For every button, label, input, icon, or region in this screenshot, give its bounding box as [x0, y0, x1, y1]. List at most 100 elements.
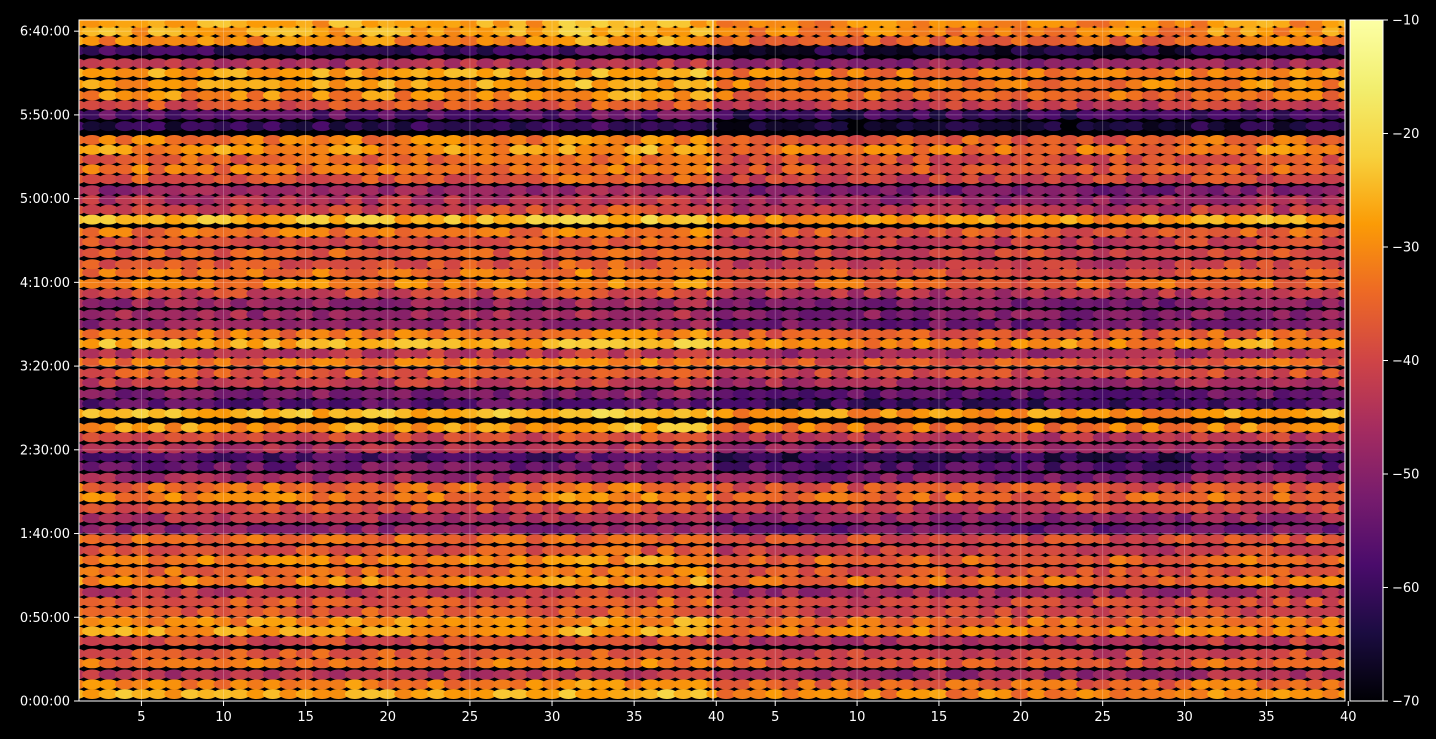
heatmap-cell — [847, 596, 868, 607]
heatmap-cell — [591, 227, 612, 238]
heatmap-cell — [912, 451, 933, 462]
heatmap-cell — [716, 236, 737, 247]
heatmap-cell — [164, 576, 185, 586]
heatmap-cell — [912, 408, 933, 419]
heatmap-cell — [574, 566, 595, 577]
heatmap-cell — [978, 626, 999, 637]
heatmap-cell — [1223, 377, 1244, 388]
heatmap-cell — [706, 100, 713, 110]
heatmap-cell — [624, 689, 645, 699]
heatmap-cell — [164, 368, 185, 379]
heatmap-cell — [1043, 348, 1064, 359]
heatmap-cell — [1240, 422, 1260, 433]
heatmap-cell — [525, 154, 546, 165]
heatmap-cell — [1109, 100, 1130, 111]
heatmap-cell — [1059, 648, 1080, 659]
heatmap-cell — [879, 461, 900, 472]
heatmap-cell — [928, 109, 949, 120]
heatmap-cell — [1059, 398, 1080, 409]
heatmap-cell — [863, 648, 884, 659]
heatmap-cell — [1256, 195, 1277, 205]
heatmap-cell — [410, 482, 431, 493]
heatmap-cell — [492, 298, 513, 309]
heatmap-cell — [863, 513, 884, 524]
heatmap-cell — [591, 555, 612, 566]
heatmap-cell — [230, 204, 250, 215]
heatmap-cell — [1256, 534, 1277, 545]
heatmap-cell — [459, 288, 480, 299]
heatmap-cell — [673, 338, 694, 349]
heatmap-cell — [1338, 100, 1345, 110]
heatmap-cell — [1174, 606, 1195, 617]
heatmap-cell — [765, 100, 786, 111]
heatmap-cell — [765, 144, 786, 155]
heatmap-cell — [1027, 679, 1048, 690]
heatmap-cell — [1240, 329, 1260, 339]
heatmap-cell — [1240, 626, 1260, 637]
heatmap-cell — [1141, 109, 1162, 120]
heatmap-cell — [164, 545, 185, 556]
heatmap-cell — [732, 278, 753, 289]
heatmap-cell — [230, 443, 250, 454]
heatmap-cell — [896, 329, 917, 339]
heatmap-cell — [1321, 204, 1342, 215]
heatmap-cell — [863, 443, 884, 454]
heatmap-cell — [492, 20, 513, 28]
heatmap-cell — [912, 626, 933, 637]
heatmap-cell — [945, 278, 966, 289]
heatmap-cell — [312, 356, 333, 367]
heatmap-cell — [1174, 398, 1195, 409]
heatmap-cell — [246, 135, 267, 145]
heatmap-cell — [912, 121, 933, 132]
heatmap-cell — [928, 267, 949, 278]
heatmap-cell — [765, 606, 786, 617]
heatmap-cell — [1092, 319, 1113, 330]
heatmap-cell — [1174, 461, 1195, 472]
heatmap-cell — [706, 79, 713, 89]
heatmap-cell — [443, 267, 464, 278]
heatmap-cell — [706, 214, 713, 225]
heatmap-cell — [1076, 689, 1097, 699]
heatmap-cell — [945, 596, 966, 607]
heatmap-cell — [994, 492, 1015, 503]
heatmap-cell — [1109, 432, 1130, 443]
heatmap-cell — [361, 45, 382, 56]
heatmap-cell — [706, 432, 713, 443]
heatmap-cell — [295, 443, 316, 454]
heatmap-cell — [1076, 389, 1097, 399]
heatmap-cell — [765, 278, 786, 289]
heatmap-cell — [607, 45, 628, 56]
heatmap-cell — [863, 482, 884, 493]
heatmap-cell — [1141, 288, 1162, 299]
heatmap-cell — [1125, 606, 1146, 617]
heatmap-cell — [246, 451, 267, 462]
heatmap-cell — [82, 204, 103, 215]
heatmap-cell — [1256, 227, 1277, 238]
heatmap-cell — [542, 626, 562, 637]
heatmap-cell — [312, 524, 333, 535]
heatmap-cell — [1109, 587, 1130, 598]
heatmap-cell — [1305, 329, 1326, 339]
heatmap-cell — [1059, 356, 1080, 367]
heatmap-cell — [748, 90, 769, 101]
heatmap-cell — [476, 329, 497, 339]
heatmap-cell — [147, 432, 168, 443]
heatmap-cell — [945, 248, 966, 258]
heatmap-cell — [476, 503, 497, 514]
heatmap-cell — [492, 513, 513, 524]
heatmap-cell — [1092, 288, 1113, 299]
heatmap-cell — [279, 174, 300, 185]
heatmap-cell — [131, 309, 152, 320]
heatmap-cell — [459, 35, 480, 46]
heatmap-cell — [896, 408, 917, 419]
heatmap-cell — [344, 616, 365, 627]
heatmap-cell — [814, 135, 835, 145]
heatmap-cell — [180, 309, 201, 320]
heatmap-cell — [1043, 587, 1064, 598]
heatmap-cell — [748, 259, 769, 270]
heatmap-cell — [361, 669, 382, 680]
heatmap-cell — [814, 164, 835, 175]
heatmap-cell — [427, 185, 448, 196]
heatmap-cell — [377, 319, 398, 330]
heatmap-cell — [1109, 185, 1130, 196]
